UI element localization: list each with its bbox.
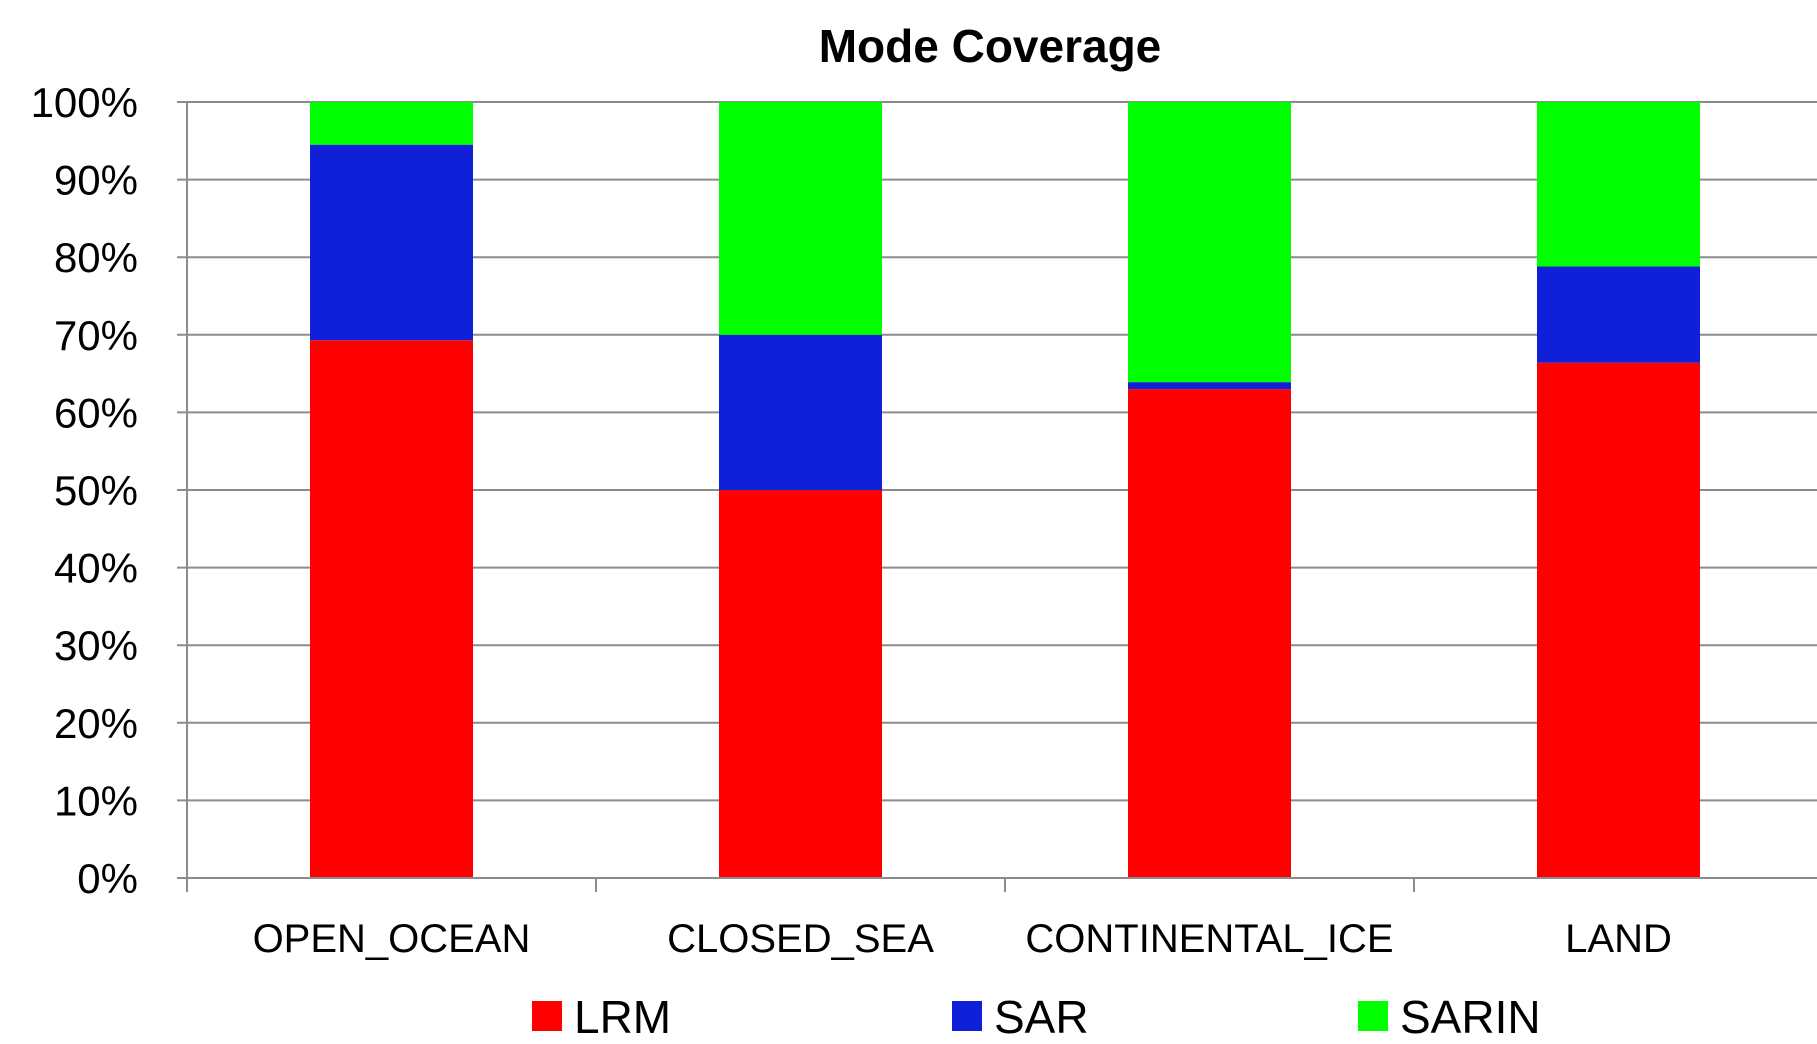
bar-lrm-open-ocean — [310, 340, 473, 878]
legend-swatch-lrm — [532, 1001, 562, 1031]
bar-sar-closed-sea — [719, 334, 882, 490]
legend-label-sarin: SARIN — [1400, 991, 1541, 1043]
x-category-label: LAND — [1565, 917, 1672, 961]
bar-lrm-land — [1537, 362, 1700, 879]
y-tick-label: 0% — [77, 855, 138, 902]
bar-sar-land — [1537, 266, 1700, 363]
legend-swatch-sarin — [1358, 1001, 1388, 1031]
bar-sarin-open-ocean — [310, 102, 473, 145]
y-axis-ticks: 0% 10% 20% 30% 40% 50% 60% 70% 80% 90% 100% — [31, 79, 138, 902]
legend-label-lrm: LRM — [574, 991, 671, 1043]
bar-sarin-closed-sea — [719, 102, 882, 335]
x-axis-categories: OPEN_OCEAN CLOSED_SEA CONTINENTAL_ICE LAND — [253, 917, 1672, 961]
y-tick-label: 20% — [54, 700, 138, 747]
y-tick-label: 80% — [54, 234, 138, 281]
y-tick-label: 60% — [54, 389, 138, 436]
bar-lrm-closed-sea — [719, 490, 882, 878]
chart-title: Mode Coverage — [819, 20, 1162, 72]
bars — [310, 102, 1700, 879]
legend-swatch-sar — [952, 1001, 982, 1031]
x-category-label: CLOSED_SEA — [667, 917, 934, 961]
y-tick-label: 10% — [54, 777, 138, 824]
legend: LRM SAR SARIN — [532, 991, 1541, 1043]
x-category-label: CONTINENTAL_ICE — [1025, 917, 1393, 961]
bar-lrm-continental-ice — [1128, 389, 1291, 878]
bar-sarin-land — [1537, 102, 1700, 267]
y-tick-label: 90% — [54, 157, 138, 204]
y-tick-label: 50% — [54, 467, 138, 514]
bar-sarin-continental-ice — [1128, 102, 1291, 383]
bar-sar-continental-ice — [1128, 382, 1291, 390]
bar-sar-open-ocean — [310, 144, 473, 341]
legend-label-sar: SAR — [994, 991, 1089, 1043]
y-tick-label: 30% — [54, 622, 138, 669]
y-tick-label: 100% — [31, 79, 138, 126]
x-axis — [186, 102, 1817, 892]
x-category-label: OPEN_OCEAN — [253, 917, 531, 961]
y-tick-label: 40% — [54, 545, 138, 592]
y-tick-label: 70% — [54, 312, 138, 359]
